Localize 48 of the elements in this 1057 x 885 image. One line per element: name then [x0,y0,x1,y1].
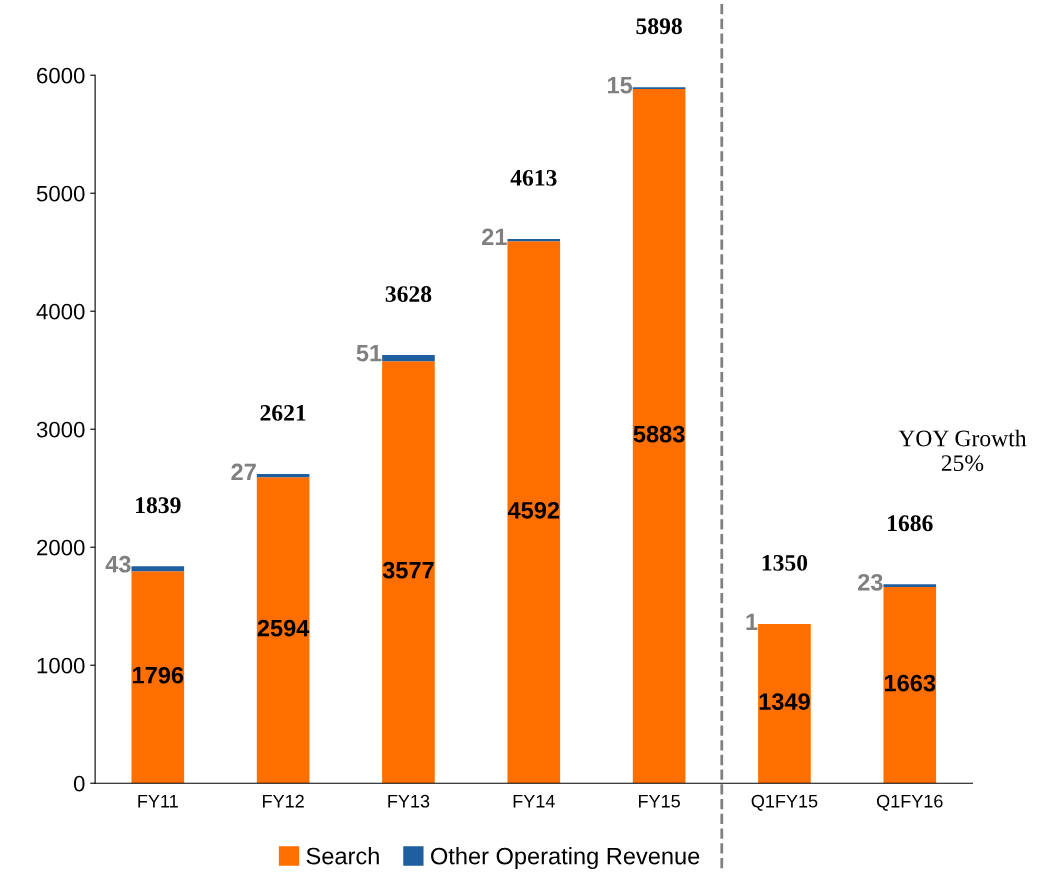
x-tick-label: FY11 [138,795,178,808]
data-label: 3577 [382,561,434,579]
data-label: 43 [105,555,131,573]
x-tick-label: FY12 [263,794,304,808]
bar [758,624,811,784]
data-label: 23 [858,573,883,591]
y-tick-label: 1000 [37,657,85,674]
data-label: 21 [482,228,507,245]
data-label: 51 [356,344,382,362]
bar [256,473,310,478]
total-label: 3628 [385,286,432,303]
total-label: 1839 [136,497,181,514]
bar [131,571,185,784]
annotation: YOY Growth 25% [898,429,1027,472]
legend-label: Other Operating Revenue [431,847,700,870]
data-label: 4592 [507,501,560,519]
y-tick-label: 6000 [37,67,85,84]
y-tick-label: 2000 [37,539,85,556]
y-tick-label: 3000 [36,421,85,438]
data-label: 1796 [133,666,184,684]
bar [256,477,310,784]
bar [382,355,435,362]
data-label: 1663 [885,674,936,692]
y-tick-label: 5000 [36,185,85,202]
bar [883,584,937,587]
bar [382,361,435,784]
x-tick-label: Q1FY16 [877,794,943,811]
data-label: 27 [231,463,256,481]
bar [131,566,185,572]
x-tick-label: Q1FY15 [751,794,818,811]
total-label: 1686 [888,515,933,532]
total-label: 2621 [260,404,306,421]
bar [883,586,937,784]
total-label: 5898 [636,18,682,35]
data-label: 1349 [759,693,810,711]
total-label: 1350 [762,554,808,571]
total-label: 4613 [510,169,557,186]
bar [632,89,686,784]
data-label: 15 [608,77,633,94]
y-tick-label: 4000 [36,303,85,320]
x-tick-label: FY14 [513,795,555,808]
x-tick-label: FY15 [639,795,680,808]
x-tick-label: FY13 [388,794,430,808]
legend-label: Search [306,847,379,865]
data-label: 5883 [633,425,685,443]
bar [507,241,561,784]
y-tick-label: 0 [73,775,85,792]
data-label: 1 [746,613,758,631]
